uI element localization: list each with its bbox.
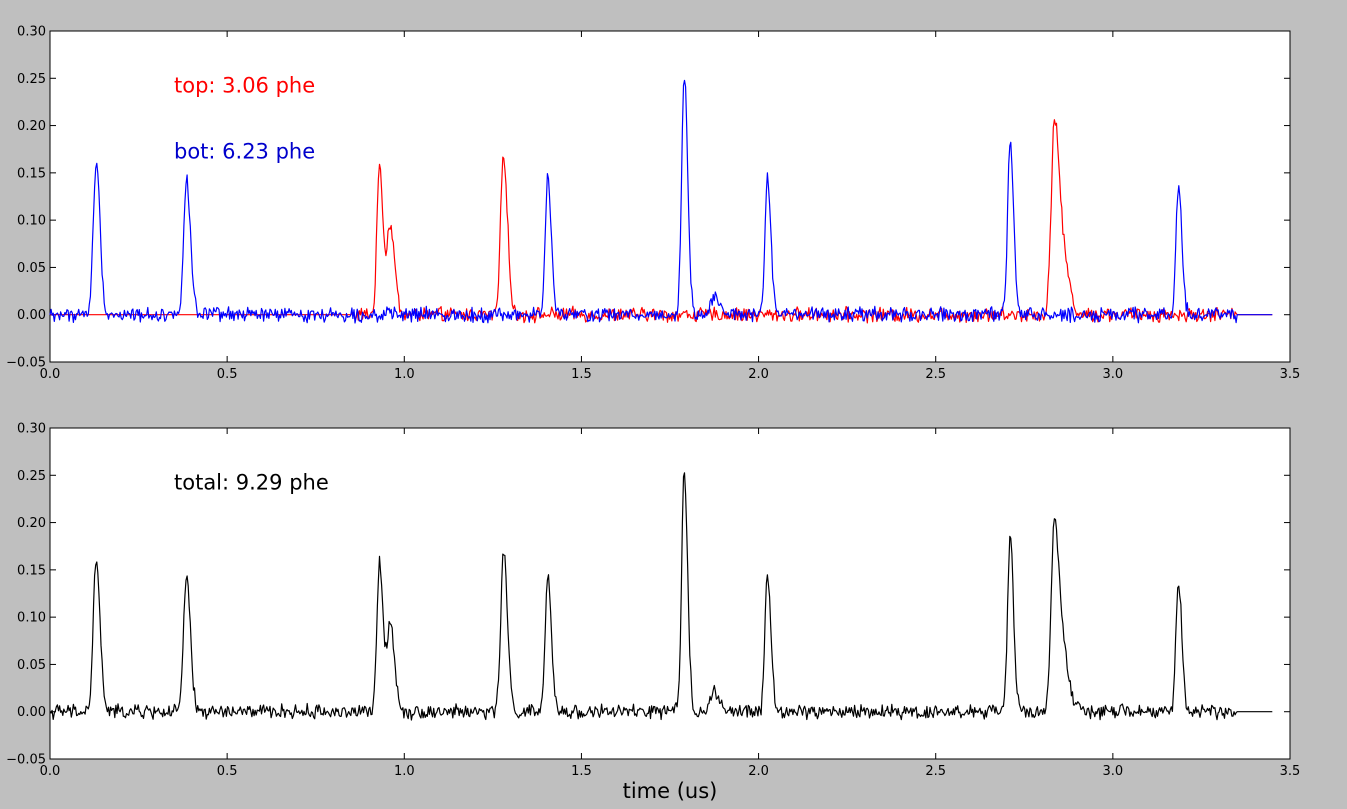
bottom-axes-tick-labels: 0.0 0.5 1.0 1.5 2.0 2.5 3.0 3.5 −0.05 0.00 0.05 0.1… [6,422,1300,780]
bottom-xtick-label: 2.0 [748,764,769,779]
x-axis-label: time (us) [623,779,718,803]
bottom-xtick-label: 1.5 [571,764,592,779]
bottom-axes-ticks [49,427,1291,760]
top-ytick-label: 0.20 [17,119,46,134]
top-ytick-label: 0.00 [17,308,46,323]
top-ytick-label: 0.15 [17,166,46,181]
bottom-axes-lines [49,472,1273,721]
top-axes-frame [49,30,1291,363]
top-xtick-label: 2.5 [925,367,946,382]
bottom-ytick-label: 0.10 [17,611,46,626]
bottom-ytick-label: −0.05 [6,753,46,768]
top-ytick-label: −0.05 [6,356,46,371]
top-annotation-0: top: 3.06 phe [174,73,315,97]
bottom-xtick-label: 1.0 [394,764,415,779]
bottom-annotation-0: total: 9.29 phe [174,470,329,494]
top-axes: 0.0 0.5 1.0 1.5 2.0 2.5 3.0 3.5 −0.05 0.00 0.05 0.1… [6,25,1300,383]
bottom-axes: 0.0 0.5 1.0 1.5 2.0 2.5 3.0 3.5 −0.05 0.00 0.05 0.1… [6,422,1300,780]
top-axes-lines [49,79,1273,324]
bottom-xtick-label: 3.0 [1103,764,1124,779]
top-ytick-label: 0.30 [17,25,46,40]
bottom-ytick-label: 0.25 [17,469,46,484]
bottom-xtick-label: 3.5 [1280,764,1301,779]
bottom-xtick-label: 0.0 [40,764,61,779]
top-axes-tick-labels: 0.0 0.5 1.0 1.5 2.0 2.5 3.0 3.5 −0.05 0.00 0.05 0.1… [6,25,1300,383]
bottom-ytick-label: 0.05 [17,658,46,673]
top-xtick-label: 0.0 [40,367,61,382]
bottom-series-0-line [49,472,1273,721]
top-xtick-label: 2.0 [748,367,769,382]
bottom-ytick-label: 0.30 [17,422,46,437]
bottom-xtick-label: 0.5 [217,764,238,779]
bottom-ytick-label: 0.15 [17,563,46,578]
top-xtick-label: 0.5 [217,367,238,382]
bottom-ytick-label: 0.00 [17,705,46,720]
bottom-ytick-label: 0.20 [17,516,46,531]
top-series-1-line [49,79,1273,324]
top-ytick-label: 0.05 [17,261,46,276]
bottom-axes-annotations: total: 9.29 phe [174,470,329,494]
top-xtick-label: 3.0 [1103,367,1124,382]
top-xtick-label: 1.5 [571,367,592,382]
bottom-xtick-label: 2.5 [925,764,946,779]
top-series-0-line [50,119,1273,324]
top-xtick-label: 1.0 [394,367,415,382]
bottom-axes-frame [49,427,1291,760]
top-axes-annotations: top: 3.06 phe bot: 6.23 phe [174,73,315,163]
top-xtick-label: 3.5 [1280,367,1301,382]
top-annotation-1: bot: 6.23 phe [174,140,315,164]
top-ytick-label: 0.25 [17,72,46,87]
top-ytick-label: 0.10 [17,214,46,229]
